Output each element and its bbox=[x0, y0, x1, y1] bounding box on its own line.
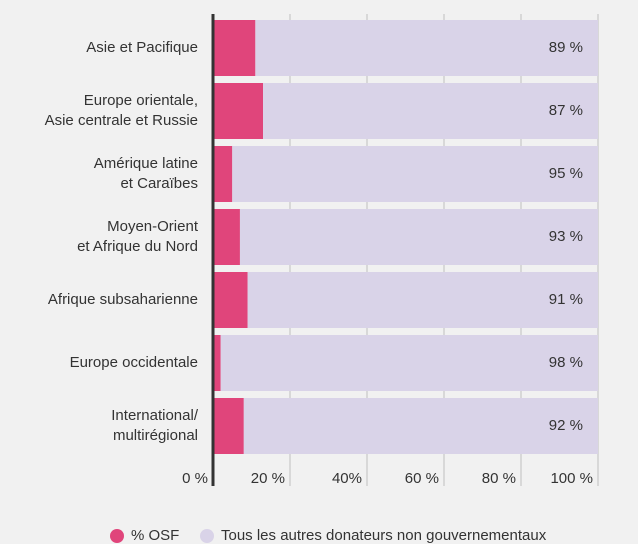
x-tick-label: 20 % bbox=[251, 470, 285, 487]
legend-label: Tous les autres donateurs non gouverneme… bbox=[221, 527, 547, 544]
x-tick-label: 100 % bbox=[550, 470, 593, 487]
value-label: 89 % bbox=[549, 39, 583, 56]
bar-segment bbox=[213, 209, 240, 265]
category-label: Europe orientale, Asie centrale et Russie bbox=[45, 92, 198, 129]
bar-segment bbox=[232, 146, 598, 202]
bar-segment bbox=[220, 335, 598, 391]
legend-label: % OSF bbox=[131, 527, 179, 544]
x-tick-label: 40% bbox=[332, 470, 362, 487]
bar-segment bbox=[243, 398, 599, 454]
x-tick-label: 0 % bbox=[182, 470, 208, 487]
category-label-line: Amérique latine bbox=[94, 155, 198, 172]
bar-segment bbox=[213, 335, 221, 391]
category-label: Amérique latine et Caraïbes bbox=[94, 155, 198, 192]
category-label-line: multirégional bbox=[113, 427, 198, 444]
value-label: 98 % bbox=[549, 354, 583, 371]
category-label: Moyen-Orient et Afrique du Nord bbox=[77, 218, 199, 255]
category-label-line: Afrique subsaharienne bbox=[48, 291, 198, 308]
value-label: 92 % bbox=[549, 417, 583, 434]
category-label-line: et Caraïbes bbox=[120, 175, 198, 192]
value-label: 95 % bbox=[549, 165, 583, 182]
bar-segment bbox=[255, 20, 598, 76]
bar-segment bbox=[213, 20, 256, 76]
bar-segment bbox=[247, 272, 598, 328]
value-label: 91 % bbox=[549, 291, 583, 308]
legend-swatch bbox=[110, 529, 124, 543]
bar-segment bbox=[213, 83, 264, 139]
category-label-line: Europe occidentale bbox=[70, 354, 198, 371]
category-label: Afrique subsaharienne bbox=[48, 291, 198, 308]
category-label: Asie et Pacifique bbox=[86, 39, 198, 56]
bar-segment bbox=[213, 146, 233, 202]
bar-segment bbox=[213, 398, 244, 454]
legend-swatch bbox=[200, 529, 214, 543]
category-label-line: International/ bbox=[111, 407, 199, 424]
category-label-line: Europe orientale, bbox=[84, 92, 198, 109]
bar-segment bbox=[213, 272, 248, 328]
x-tick-label: 80 % bbox=[482, 470, 516, 487]
category-label-line: Moyen-Orient bbox=[107, 218, 199, 235]
category-label: Europe occidentale bbox=[70, 354, 198, 371]
category-label-line: Asie et Pacifique bbox=[86, 39, 198, 56]
x-tick-label: 60 % bbox=[405, 470, 439, 487]
category-label: International/multirégional bbox=[111, 407, 199, 444]
bar-segment bbox=[239, 209, 598, 265]
value-label: 93 % bbox=[549, 228, 583, 245]
category-label-line: et Afrique du Nord bbox=[77, 238, 198, 255]
category-label-line: Asie centrale et Russie bbox=[45, 112, 198, 129]
bar-segment bbox=[263, 83, 598, 139]
value-label: 87 % bbox=[549, 102, 583, 119]
